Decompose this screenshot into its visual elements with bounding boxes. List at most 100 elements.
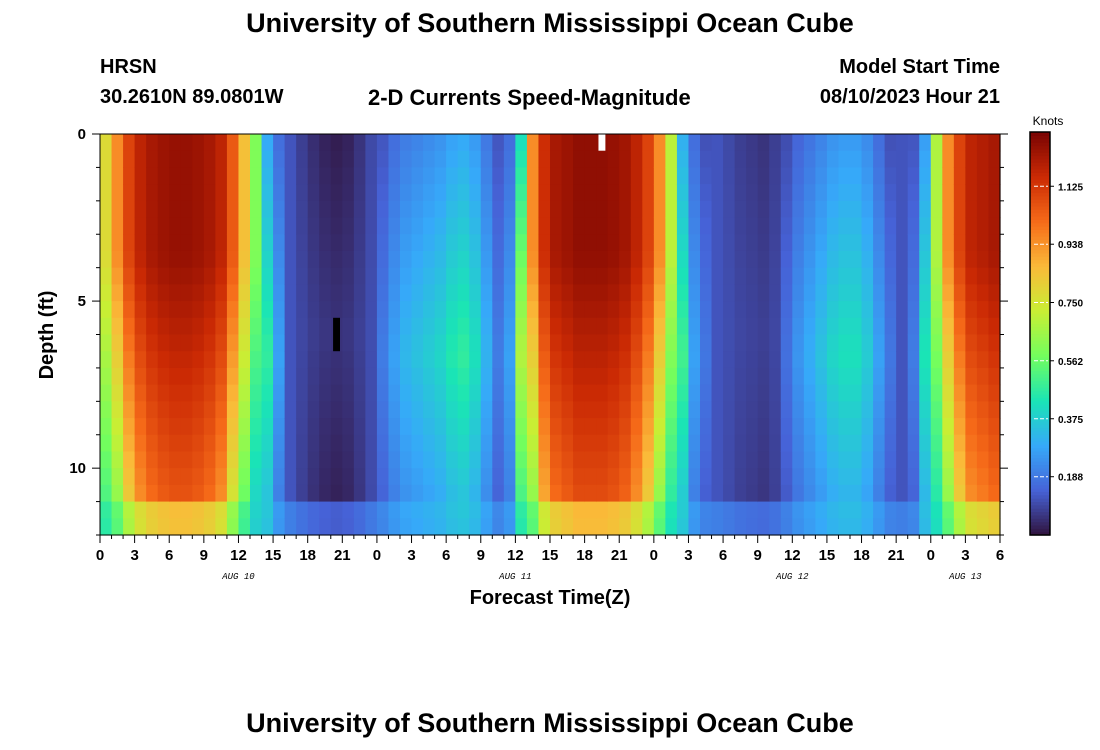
heatmap-cell	[630, 234, 643, 252]
heatmap-cell	[515, 451, 528, 469]
heatmap-cell	[492, 167, 505, 185]
heatmap-cell	[526, 351, 540, 369]
heatmap-cell	[573, 367, 586, 386]
heatmap-cell	[146, 184, 159, 202]
heatmap-cell	[826, 217, 840, 235]
heatmap-cell	[434, 317, 447, 336]
heatmap-cell	[503, 234, 516, 252]
heatmap-cell	[803, 267, 816, 285]
heatmap-cell	[192, 167, 205, 185]
heatmap-cell	[307, 267, 320, 285]
heatmap-cell	[769, 468, 782, 486]
heatmap-cell	[700, 484, 713, 503]
heatmap-cell	[838, 468, 851, 486]
heatmap-cell	[411, 484, 424, 503]
heatmap-cell	[157, 468, 170, 486]
heatmap-cell	[723, 451, 736, 469]
heatmap-cell	[388, 401, 401, 419]
heatmap-cell	[284, 484, 297, 503]
heatmap-cell	[226, 250, 240, 269]
heatmap-cell	[457, 484, 470, 503]
heatmap-cell	[815, 401, 828, 419]
heatmap-cell	[157, 217, 170, 235]
heatmap-cell	[123, 284, 136, 302]
heatmap-cell	[630, 250, 643, 269]
heatmap-cell	[342, 401, 355, 419]
heatmap-cell	[769, 200, 782, 219]
heatmap-cell	[100, 501, 113, 519]
heatmap-cell	[642, 150, 655, 169]
heatmap-cell	[642, 451, 655, 469]
heatmap-cell	[976, 234, 990, 252]
heatmap-cell	[688, 200, 701, 219]
heatmap-cell	[792, 418, 805, 436]
heatmap-cell	[388, 484, 401, 503]
heatmap-cell	[319, 451, 332, 469]
heatmap-cell	[769, 501, 782, 519]
heatmap-cell	[376, 234, 390, 252]
heatmap-cell	[307, 184, 320, 202]
heatmap-cell	[134, 367, 147, 386]
heatmap-cell	[134, 334, 147, 352]
heatmap-cell	[353, 184, 366, 202]
heatmap-cell	[353, 518, 366, 536]
colorbar-swatch	[1030, 205, 1050, 210]
heatmap-cell	[457, 434, 470, 453]
heatmap-cell	[400, 301, 413, 319]
heatmap-cell	[734, 501, 747, 519]
heatmap-cell	[123, 234, 136, 252]
heatmap-cell	[850, 484, 863, 503]
heatmap-cell	[896, 451, 909, 469]
heatmap-cell	[284, 384, 297, 402]
heatmap-cell	[700, 167, 713, 185]
heatmap-cell	[319, 134, 332, 152]
heatmap-cell	[203, 401, 216, 419]
x-tick-label: 6	[442, 547, 450, 564]
heatmap-cell	[942, 384, 955, 402]
heatmap-cell	[515, 384, 528, 402]
heatmap-cell	[792, 200, 805, 219]
heatmap-cell	[700, 334, 713, 352]
heatmap-cell	[226, 334, 240, 352]
x-tick-label: 12	[230, 547, 247, 564]
heatmap-cell	[573, 234, 586, 252]
heatmap-cell	[353, 401, 366, 419]
heatmap-cell	[942, 451, 955, 469]
heatmap-cell	[930, 184, 943, 202]
heatmap-cell	[319, 418, 332, 436]
heatmap-cell	[919, 217, 932, 235]
heatmap-cell	[873, 518, 886, 536]
heatmap-cell	[423, 434, 436, 453]
heatmap-cell	[400, 451, 413, 469]
heatmap-cell	[515, 367, 528, 386]
heatmap-cell	[296, 184, 309, 202]
heatmap-cell	[757, 484, 770, 503]
heatmap-cell	[965, 317, 978, 336]
heatmap-cell	[919, 184, 932, 202]
heatmap-cell	[965, 167, 978, 185]
colorbar-swatch	[1030, 346, 1050, 351]
heatmap-cell	[238, 284, 251, 302]
heatmap-cell	[803, 518, 816, 536]
heatmap-cell	[746, 217, 759, 235]
heatmap-cell	[826, 134, 840, 152]
heatmap-cell	[780, 334, 793, 352]
heatmap-cell	[780, 418, 793, 436]
x-tick-label: 3	[407, 547, 415, 564]
heatmap-cell	[746, 184, 759, 202]
heatmap-cell	[319, 200, 332, 219]
heatmap-cell	[873, 150, 886, 169]
heatmap-cell	[884, 267, 897, 285]
heatmap-cell	[792, 267, 805, 285]
heatmap-cell	[861, 284, 874, 302]
heatmap-cell	[157, 434, 170, 453]
heatmap-cell	[538, 167, 551, 185]
heatmap-cell	[815, 250, 828, 269]
heatmap-cell	[988, 468, 1001, 486]
x-axis-label: Forecast Time(Z)	[470, 587, 631, 609]
heatmap-cell	[873, 167, 886, 185]
heatmap-cell	[873, 234, 886, 252]
heatmap-cell	[284, 334, 297, 352]
heatmap-cell	[538, 317, 551, 336]
heatmap-cell	[630, 367, 643, 386]
